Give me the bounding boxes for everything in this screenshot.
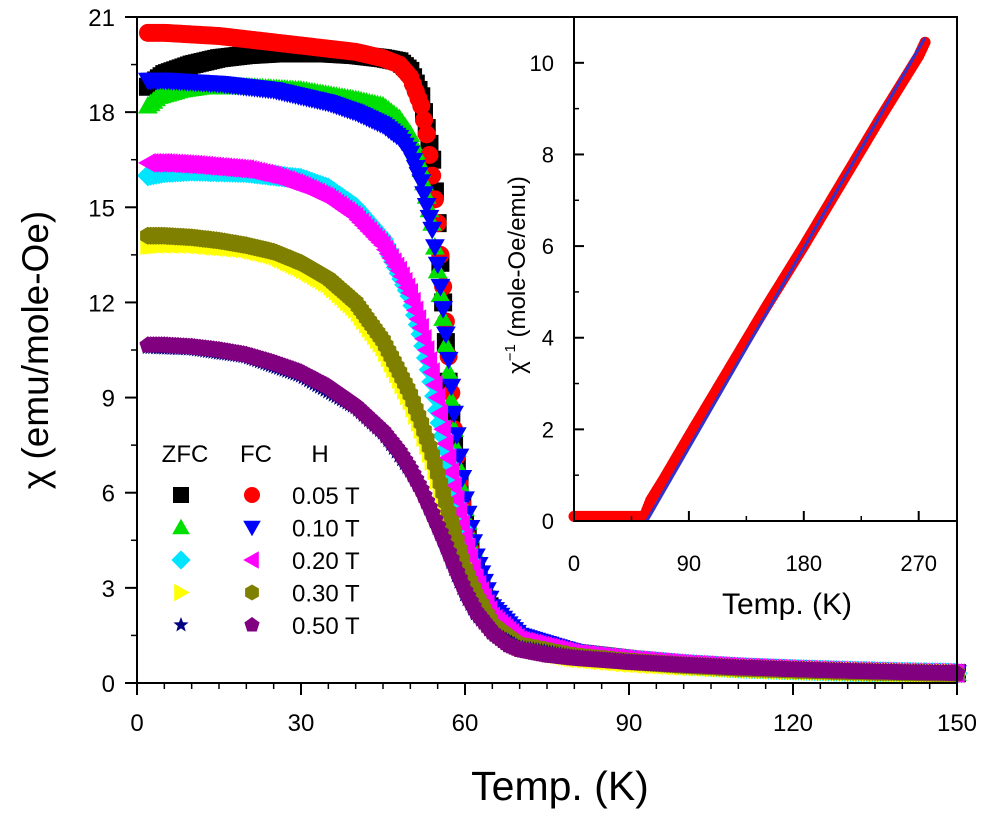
inset-ticks: 0 90 180 270 0 2 4 6 8 10 [530,51,938,576]
legend-marker-zfc [173,617,189,632]
inset-x-tick-label: 180 [785,551,822,576]
data-point [438,362,459,380]
main-series-layer [137,23,968,685]
legend-label: 0.10 T [292,516,360,543]
y-tick-label: 21 [88,5,115,32]
data-point [427,387,446,408]
legend-label: 0.05 T [292,483,360,510]
data-point [425,375,443,395]
data-point [419,209,440,228]
inset-chart: 0 90 180 270 0 2 4 6 8 10 Temp. (K) χ−1 (mole-Oe/… [502,16,958,621]
inset-x-axis-label: Temp. (K) [722,588,852,621]
legend-marker-zfc [171,550,191,570]
x-tick-label: 0 [130,710,143,737]
legend-marker-fc [245,584,259,601]
data-point [441,378,462,397]
data-point [412,96,431,115]
data-point [438,447,457,468]
data-point [444,405,464,424]
data-point [436,335,456,353]
legend-header-fc: FC [240,441,272,468]
inset-x-tick-label: 90 [677,551,701,576]
inset-y-tick-label: 10 [530,51,554,76]
x-tick-label: 90 [616,710,643,737]
data-point [433,419,451,440]
inset-y-tick-label: 6 [542,234,554,259]
legend-marker-fc [244,617,260,632]
data-point [422,362,440,383]
legend-label: 0.30 T [292,581,360,608]
data-point [449,501,468,522]
data-point [433,301,453,319]
y-tick-label: 12 [88,290,115,317]
data-point [425,239,445,257]
inset-y-tick-label: 4 [542,326,554,351]
main-legend: ZFC FC H 0.05 T 0.10 T 0.20 T 0.30 T 0.50 T [162,441,360,640]
legend-marker-zfc [174,583,190,602]
data-point [420,145,439,164]
inset-y-tick-label: 8 [542,142,554,167]
data-point [436,433,454,454]
data-point [444,476,462,497]
inset-x-tick-label: 270 [900,551,937,576]
y-tick-label: 9 [102,386,115,413]
data-point [436,326,456,344]
data-point [417,125,436,144]
legend-header-h: H [311,441,328,468]
fit-line [645,36,927,522]
legend-marker-fc [244,487,260,503]
y-tick-label: 18 [88,100,115,127]
x-tick-label: 60 [452,710,479,737]
inset-x-tick-label: 0 [568,551,580,576]
data-point [415,111,433,130]
inset-y-label-units: (mole-Oe/emu) [504,176,531,344]
legend-marker-fc [243,551,259,569]
data-point [446,427,467,445]
legend-marker-zfc [173,487,189,503]
legend-label: 0.20 T [292,548,360,575]
data-point [441,462,459,482]
legend-label: 0.50 T [292,613,360,640]
data-point [414,329,432,349]
data-point [411,317,429,338]
inset-y-label-chi: χ [504,361,531,374]
data-point [422,221,443,240]
y-tick-label: 6 [102,481,115,508]
inset-series-layer [568,36,931,522]
y-tick-label: 15 [88,195,115,222]
data-point [430,403,448,424]
data-point [419,351,438,371]
inset-y-label-sup: −1 [502,344,519,361]
data-point [416,198,437,216]
data-point [414,186,434,204]
x-tick-label: 30 [288,710,315,737]
x-tick-label: 150 [937,710,977,737]
series-fc-0-50-t [139,336,966,681]
inset-y-tick-label: 0 [542,509,554,534]
inset-plot-frame [573,16,958,522]
inset-y-tick-label: 2 [542,417,554,442]
data-point [446,489,465,509]
data-point [452,514,470,535]
data-point [429,412,452,434]
legend-marker-fc [243,520,261,537]
inset-y-axis-label: χ−1 (mole-Oe/emu) [502,176,531,374]
main-y-axis-label: χ (emu/mole-Oe) [15,211,56,489]
main-x-axis-label: Temp. (K) [471,763,649,809]
data-point [441,390,462,409]
data-point [411,174,432,192]
y-tick-label: 0 [102,671,115,698]
data-point [416,340,435,360]
y-tick-label: 3 [102,576,115,603]
data-point [438,351,459,370]
data-point [430,278,451,297]
legend-marker-zfc [172,518,190,535]
legend-header-zfc: ZFC [162,441,209,468]
data-point [427,256,448,275]
x-tick-label: 120 [773,710,813,737]
